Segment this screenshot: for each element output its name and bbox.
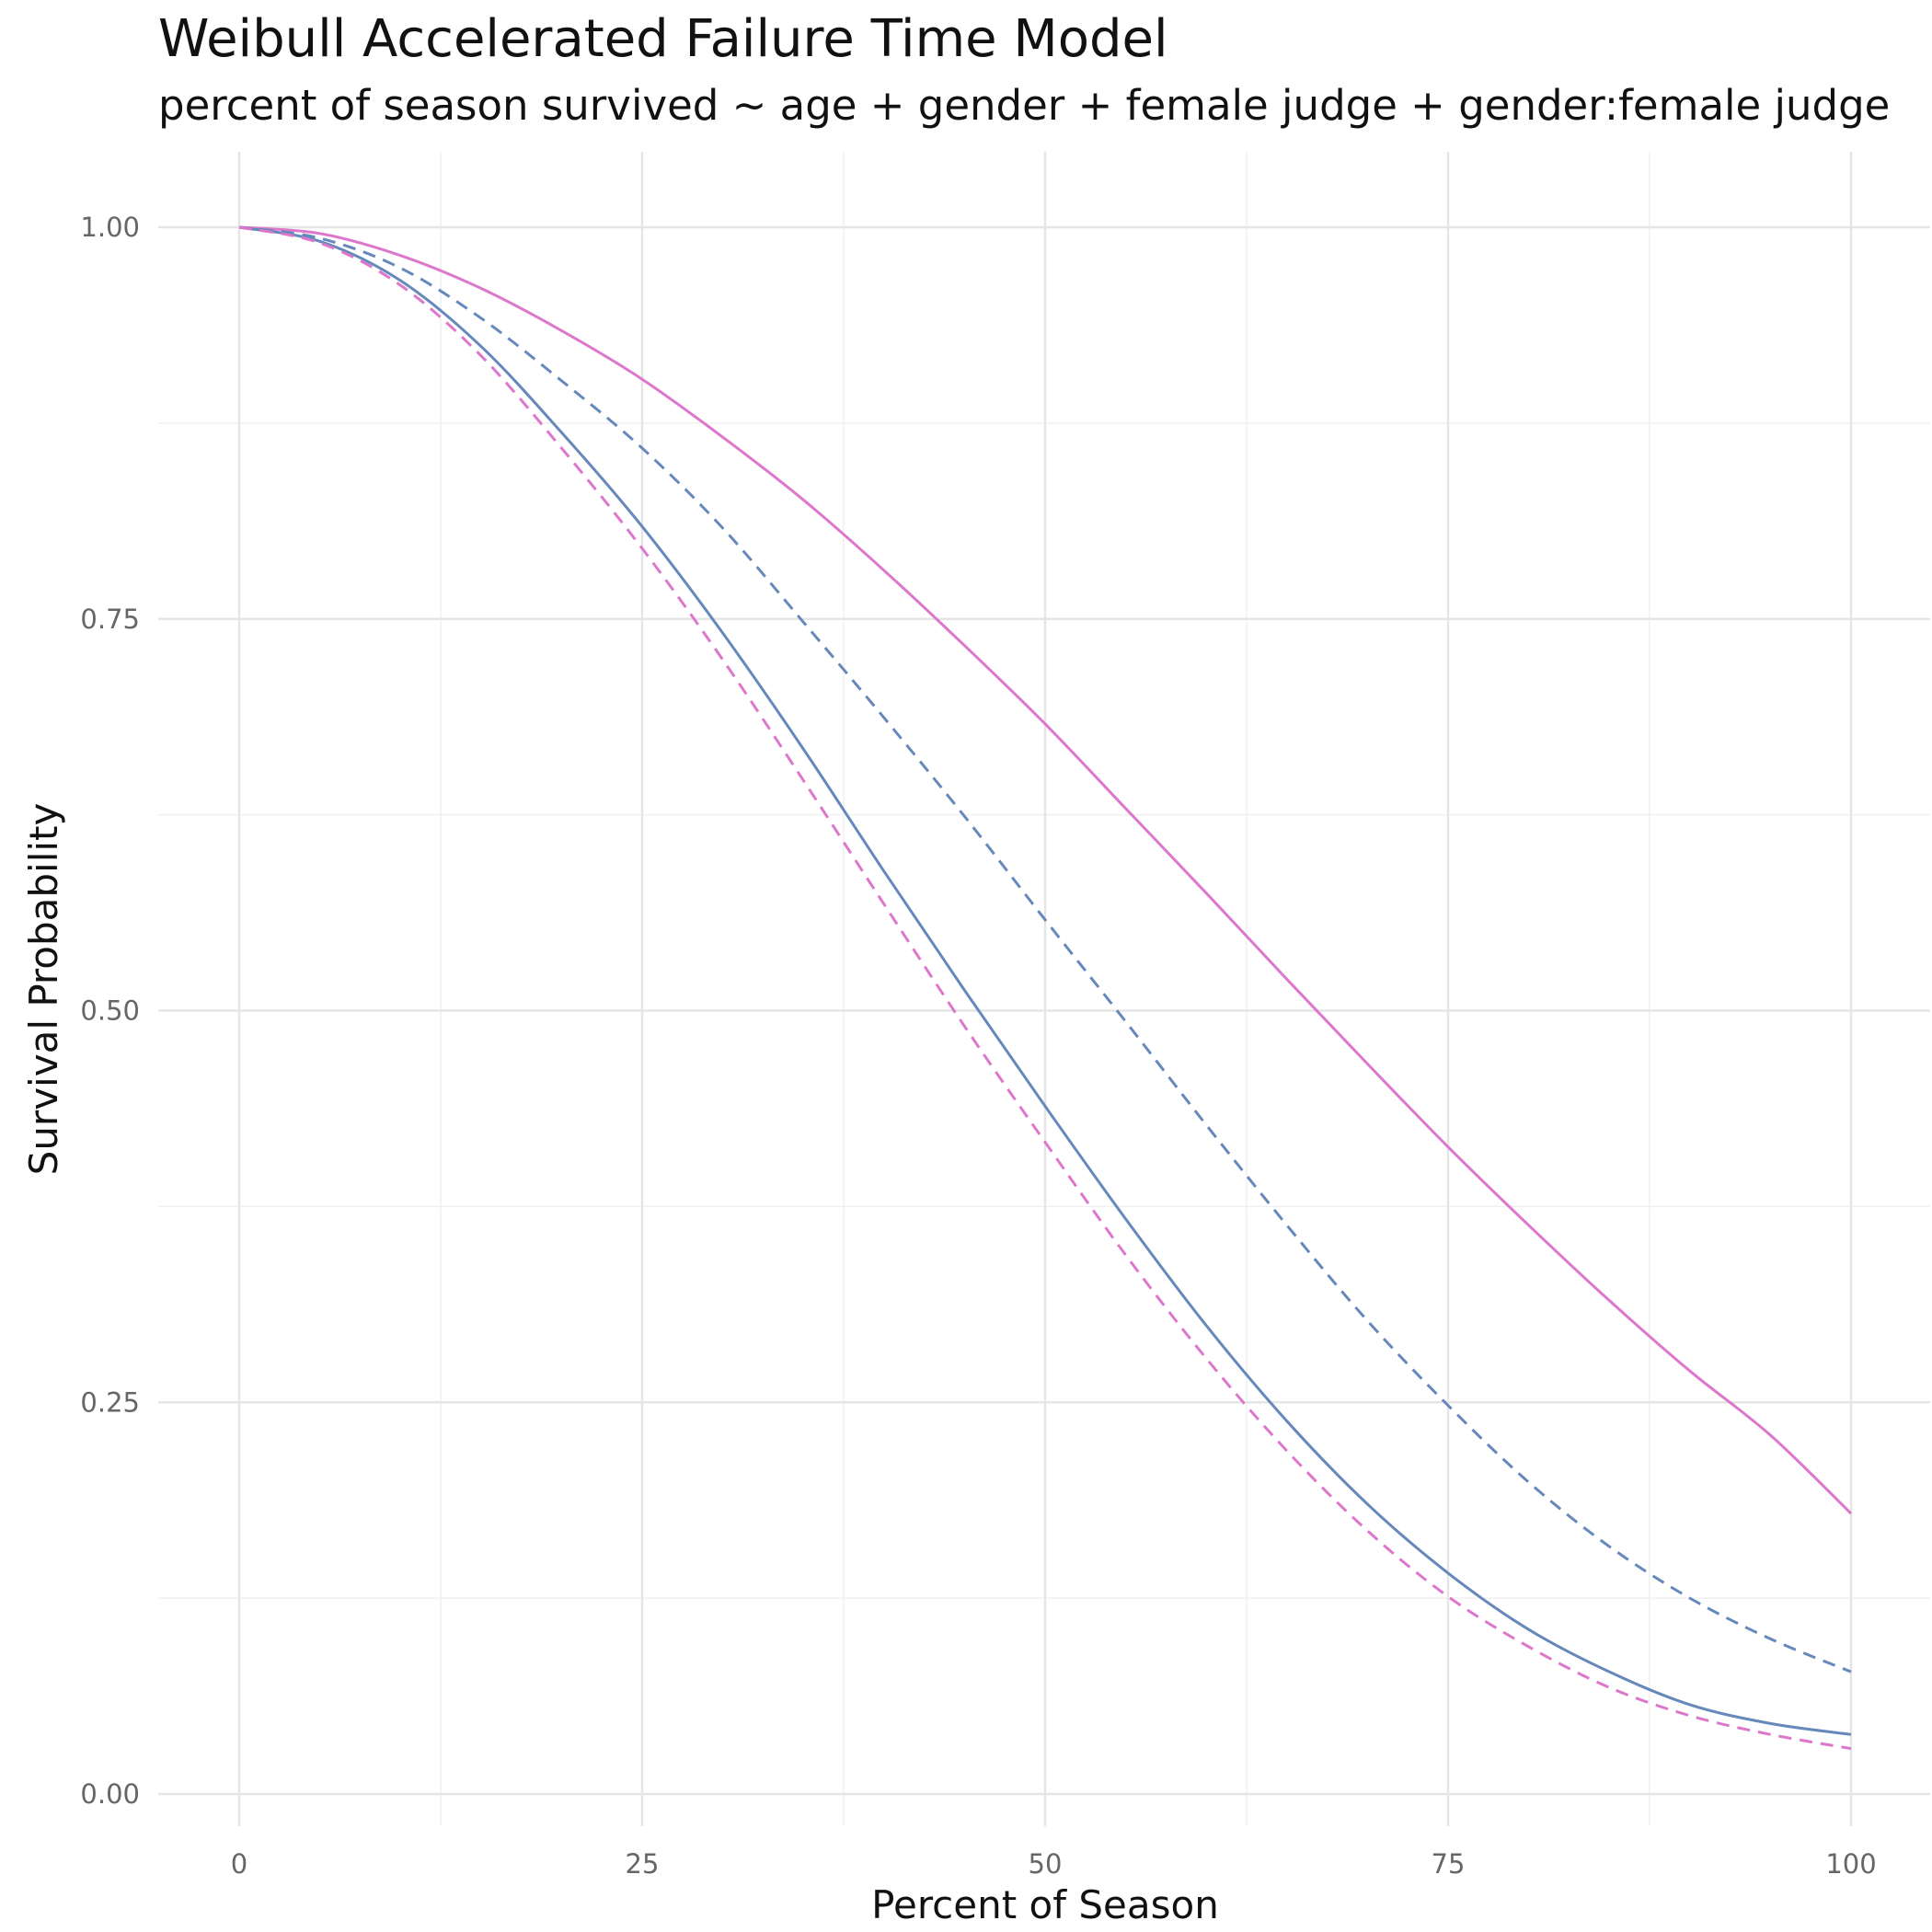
grid-lines bbox=[158, 152, 1930, 1826]
x-tick-label: 100 bbox=[1825, 1848, 1876, 1880]
y-axis-title: Survival Probability bbox=[21, 803, 66, 1176]
y-tick-label: 1.00 bbox=[80, 212, 140, 243]
x-tick-label: 75 bbox=[1432, 1848, 1466, 1880]
x-axis-title: Percent of Season bbox=[871, 1882, 1219, 1927]
y-tick-label: 0.50 bbox=[80, 995, 140, 1027]
y-tick-label: 0.25 bbox=[80, 1386, 140, 1418]
x-tick-label: 25 bbox=[626, 1848, 660, 1880]
x-tick-label: 50 bbox=[1029, 1848, 1063, 1880]
y-tick-label: 0.00 bbox=[80, 1778, 140, 1810]
y-tick-label: 0.75 bbox=[80, 604, 140, 635]
x-tick-label: 0 bbox=[231, 1848, 247, 1880]
